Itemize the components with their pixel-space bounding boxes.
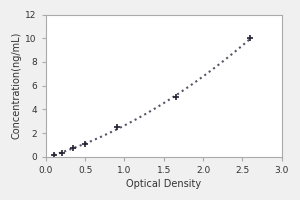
X-axis label: Optical Density: Optical Density [126,179,201,189]
Y-axis label: Concentration(ng/mL): Concentration(ng/mL) [11,32,21,139]
